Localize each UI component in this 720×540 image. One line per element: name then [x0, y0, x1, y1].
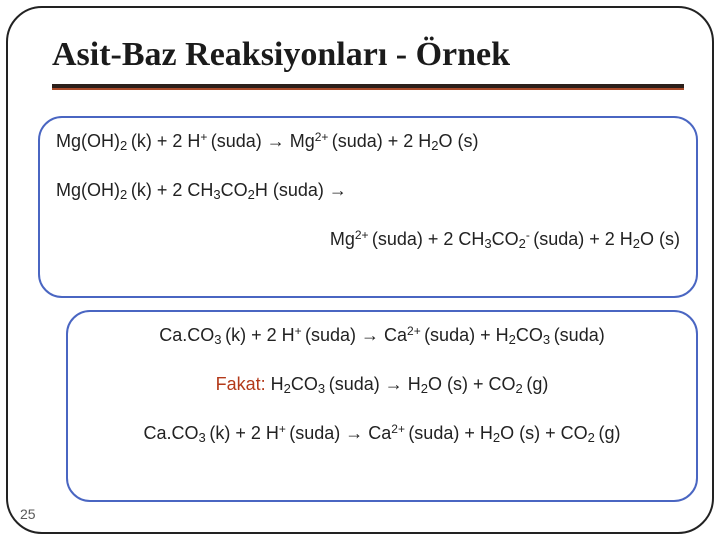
equation-5: Ca.CO3 (k) + 2 H+ (suda) → Ca2+ (suda) +…	[84, 422, 680, 446]
equation-box-1: Mg(OH)2 (k) + 2 H+ (suda) → Mg2+ (suda) …	[38, 116, 698, 298]
slide-frame: Asit-Baz Reaksiyonları - Örnek Mg(OH)2 (…	[6, 6, 714, 534]
equation-4: Fakat: H2CO3 (suda) → H2O (s) + CO2 (g)	[84, 374, 680, 397]
equation-3: Ca.CO3 (k) + 2 H+ (suda) → Ca2+ (suda) +…	[84, 324, 680, 348]
equation-1: Mg(OH)2 (k) + 2 H+ (suda) → Mg2+ (suda) …	[56, 130, 680, 154]
equation-2-rhs: Mg2+ (suda) + 2 CH3CO2- (suda) + 2 H2O (…	[56, 228, 680, 252]
page-title: Asit-Baz Reaksiyonları - Örnek	[52, 36, 510, 74]
title-underline	[52, 84, 684, 92]
equation-2-lhs: Mg(OH)2 (k) + 2 CH3CO2H (suda) →	[56, 180, 680, 203]
page-number: 25	[20, 506, 36, 522]
fakat-label: Fakat:	[216, 374, 266, 394]
equation-box-2: Ca.CO3 (k) + 2 H+ (suda) → Ca2+ (suda) +…	[66, 310, 698, 502]
